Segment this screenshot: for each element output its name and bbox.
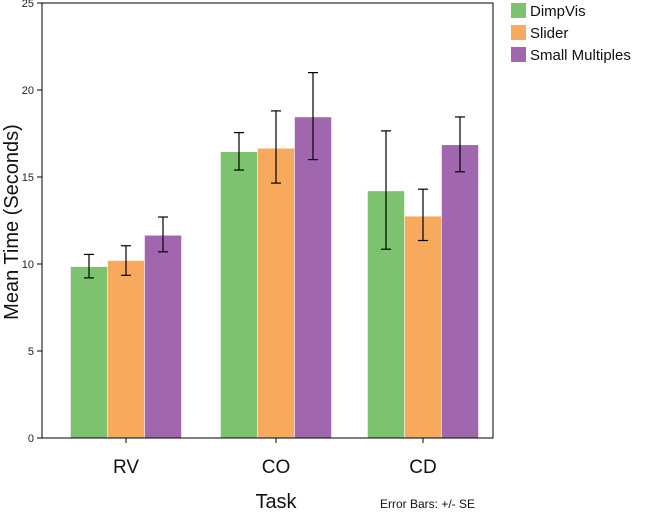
bar-RV-2 (144, 235, 182, 439)
plot-frame (41, 2, 494, 439)
x-tick-label-CO: CO (262, 457, 291, 478)
x-tick-label-RV: RV (113, 457, 139, 478)
y-tick-label-0: 0 (28, 433, 34, 445)
y-axis-title: Mean Time (Seconds) (1, 124, 23, 320)
bar-CO-2 (294, 116, 332, 439)
legend-swatch-1 (511, 25, 526, 40)
bar-CO-0 (220, 151, 258, 439)
bar-RV-1 (107, 260, 145, 439)
legend-label-2: Small Multiples (530, 47, 631, 64)
y-tick-label-20: 20 (22, 85, 34, 97)
error-bars-note: Error Bars: +/- SE (380, 497, 475, 511)
bar-CD-2 (441, 144, 479, 439)
y-tick-label-5: 5 (28, 346, 34, 358)
plot-area (70, 71, 479, 439)
legend: DimpVis Slider Small Multiples (511, 3, 631, 64)
bar-RV-0 (70, 266, 108, 439)
legend-label-0: DimpVis (530, 3, 586, 20)
y-tick-label-10: 10 (22, 259, 34, 271)
x-axis-title: Task (255, 491, 297, 512)
bar-CD-1 (404, 215, 442, 439)
x-tick-label-CD: CD (409, 457, 436, 478)
legend-swatch-2 (511, 47, 526, 62)
bar-CO-1 (257, 148, 295, 439)
legend-swatch-0 (511, 3, 526, 18)
y-tick-label-15: 15 (22, 172, 34, 184)
legend-label-1: Slider (530, 25, 568, 42)
y-tick-label-25: 25 (22, 0, 34, 10)
axes: 0 5 10 15 20 25 RV CO CD (22, 0, 494, 478)
